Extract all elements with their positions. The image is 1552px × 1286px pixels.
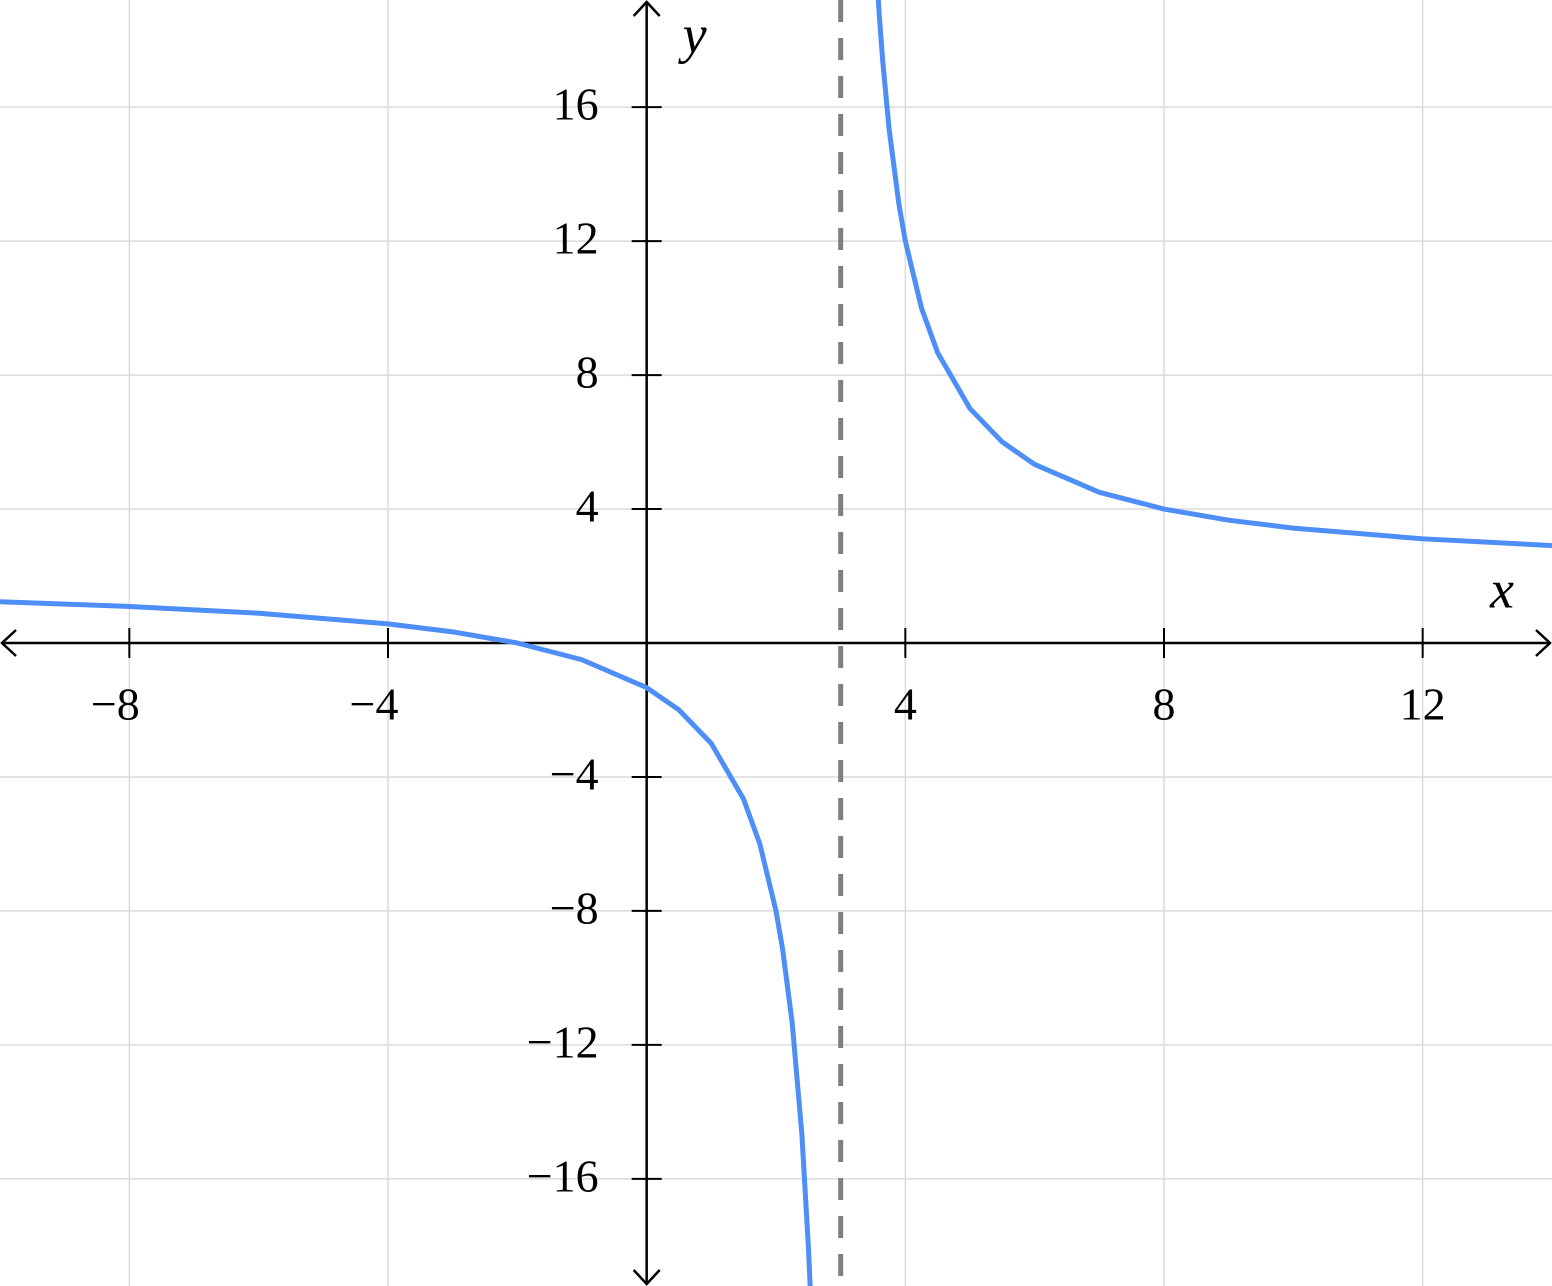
y-tick-label: 16 [553,79,599,130]
x-tick-label: 12 [1400,679,1446,730]
axis-arrow [0,629,17,657]
y-axis-label: y [678,4,707,64]
x-tick-label: −8 [91,679,140,730]
x-tick-label: 8 [1153,679,1176,730]
y-tick-label: 4 [576,481,599,532]
x-tick-label: 4 [894,679,917,730]
y-tick-label: 12 [553,213,599,264]
y-tick-label: −16 [527,1150,599,1201]
y-tick-label: −4 [550,749,599,800]
x-axis-label: x [1489,559,1514,619]
axis-arrow [1535,629,1552,657]
y-tick-label: 8 [576,347,599,398]
axis-arrow [632,0,661,17]
y-tick-label: −8 [550,882,599,933]
x-tick-label: −4 [350,679,399,730]
y-tick-label: −12 [527,1016,599,1067]
axis-arrow [632,1269,661,1286]
